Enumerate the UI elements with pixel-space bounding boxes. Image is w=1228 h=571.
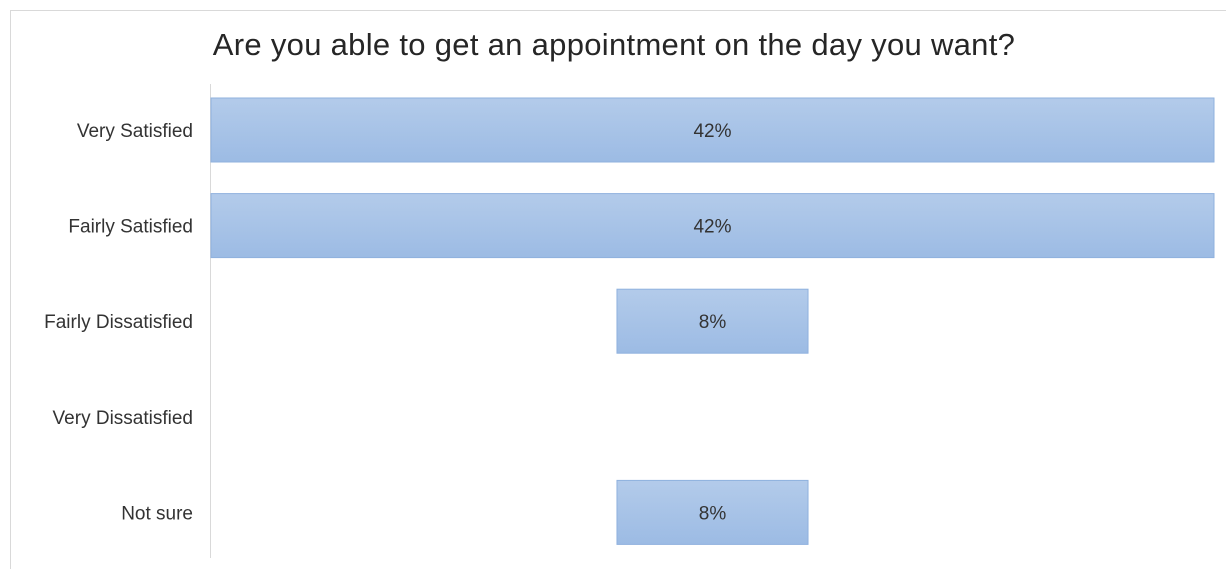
data-labels: 42% 42% 8% 8%: [693, 121, 731, 524]
category-label-fairly-dissatisfied: Fairly Dissatisfied: [44, 312, 193, 333]
chart-title: Are you able to get an appointment on th…: [212, 27, 1016, 62]
data-label-fairly-satisfied: 42%: [693, 217, 731, 238]
category-labels: Very Satisfied Fairly Satisfied Fairly Dis…: [44, 121, 193, 524]
bar-fairly-satisfied: [210, 193, 1215, 259]
bar-very-satisfied: [210, 97, 1215, 163]
data-label-fairly-dissatisfied: 8%: [699, 312, 727, 333]
category-label-very-dissatisfied: Very Dissatisfied: [53, 408, 193, 429]
category-label-fairly-satisfied: Fairly Satisfied: [68, 217, 193, 238]
data-label-not-sure: 8%: [699, 503, 727, 524]
bars: [210, 97, 1215, 545]
bar-fairly-dissatisfied: [616, 288, 809, 354]
chart-frame: [10, 10, 1226, 569]
data-label-very-satisfied: 42%: [693, 121, 731, 142]
bar-not-sure: [616, 479, 809, 545]
category-label-not-sure: Not sure: [121, 503, 193, 524]
category-label-very-satisfied: Very Satisfied: [77, 121, 193, 142]
